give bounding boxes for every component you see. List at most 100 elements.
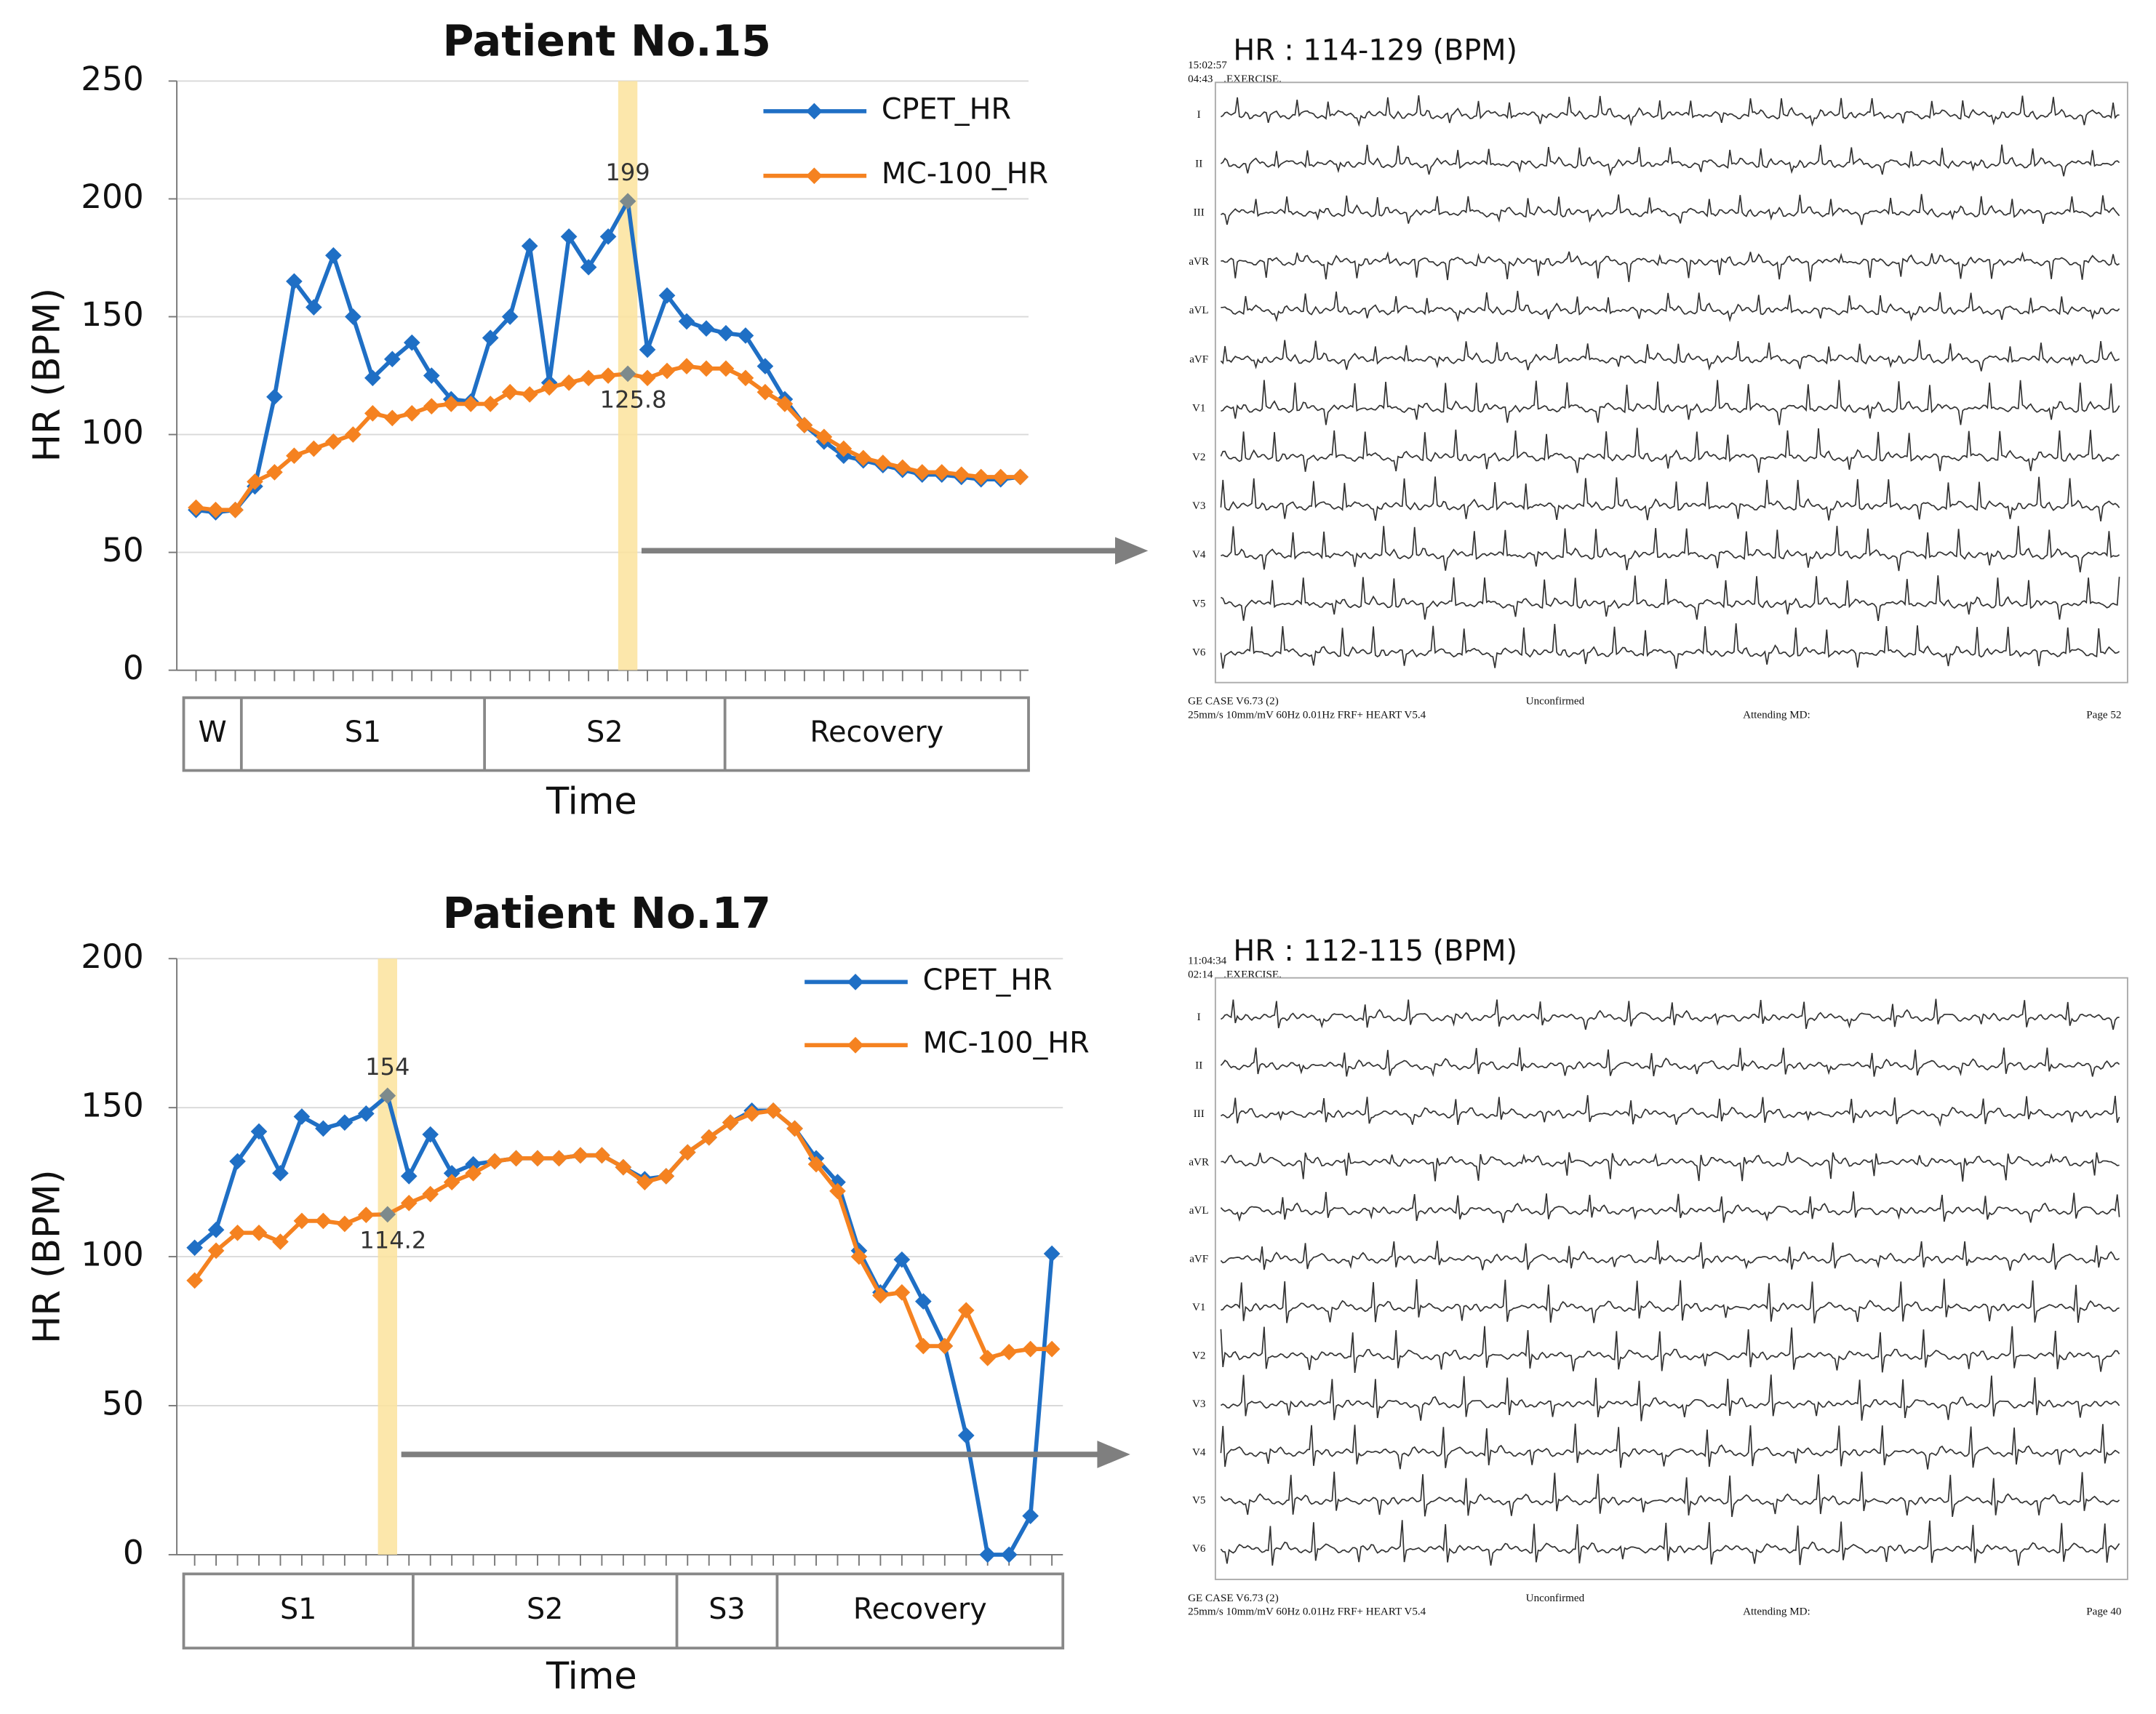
ecg-trace (1220, 476, 2120, 522)
arrow-head (1097, 1441, 1130, 1468)
ecg-lead: aVL (1189, 1205, 1209, 1217)
data-point (551, 1150, 567, 1167)
ecg-settings: 25mm/s 10mm/mV 60Hz 0.01Hz FRF+ HEART V5… (1188, 709, 1426, 721)
data-point (835, 440, 853, 457)
data-point (286, 273, 303, 290)
data-point (717, 324, 735, 342)
stage-label: Recovery (853, 1593, 987, 1626)
ecg-elapsed: 04:43 (1188, 73, 1213, 85)
ecg-trace (1221, 380, 2120, 425)
data-point (443, 1165, 460, 1182)
data-point (1000, 1546, 1018, 1563)
data-point (639, 369, 656, 387)
ecg-device: GE CASE V6.73 (2) (1188, 696, 1279, 708)
data-point (786, 1120, 803, 1137)
data-point (572, 1147, 589, 1164)
data-point (850, 1248, 868, 1265)
data-point (639, 341, 656, 359)
ecg-trace (1220, 1423, 2120, 1470)
data-point (957, 1302, 975, 1319)
ecg-lead: V1 (1192, 1302, 1205, 1313)
data-point (872, 1287, 889, 1304)
data-point (357, 1105, 375, 1122)
ecg-lead: V6 (1192, 1543, 1206, 1555)
y-tick-label: 250 (81, 60, 144, 98)
y-axis-label: HR (BPM) (25, 288, 68, 462)
ecg-lead: V4 (1192, 549, 1206, 561)
data-point (722, 1114, 739, 1131)
data-point (400, 1168, 418, 1185)
data-label: 199 (605, 159, 650, 186)
data-point (315, 1212, 332, 1230)
ecg-lead: aVR (1189, 1156, 1210, 1168)
ecg-trace (1220, 144, 2120, 177)
x-axis-label: Time (546, 1655, 637, 1698)
stage-label: Recovery (810, 716, 943, 749)
ecg-lead: II (1195, 158, 1202, 169)
ecg-trace (1220, 1047, 2120, 1078)
data-point (700, 1129, 718, 1146)
data-point (486, 1153, 503, 1170)
data-point (580, 259, 597, 276)
legend-label: CPET_HR (923, 964, 1053, 997)
data-point (383, 351, 401, 368)
ecg-lead: V5 (1192, 598, 1205, 609)
ecg-page: Page 40 (2086, 1606, 2121, 1618)
data-point (953, 466, 970, 483)
ecg-lead: aVR (1189, 256, 1210, 268)
stage-label: S2 (586, 716, 623, 749)
data-point (306, 299, 322, 316)
data-label: 114.2 (359, 1227, 426, 1254)
data-point (737, 327, 754, 344)
data-point (698, 360, 715, 377)
data-point (188, 499, 204, 516)
data-point (462, 396, 479, 412)
ecg-lead: III (1194, 1108, 1205, 1120)
data-point (423, 367, 440, 384)
data-point (698, 320, 715, 337)
data-point (422, 1126, 439, 1143)
data-point (403, 405, 420, 422)
data-point (743, 1105, 760, 1122)
y-axis-label: HR (BPM) (25, 1169, 68, 1343)
ecg-device: GE CASE V6.73 (2) (1188, 1593, 1279, 1604)
data-point (915, 1293, 932, 1310)
data-point (658, 362, 676, 380)
stage-label: S1 (280, 1593, 316, 1626)
data-point (560, 374, 578, 391)
data-point (756, 358, 774, 375)
stage-table (182, 696, 1030, 772)
ecg-lead: V3 (1192, 1398, 1205, 1410)
data-point (973, 468, 990, 486)
ecg-lead: V6 (1192, 647, 1206, 659)
data-point (658, 1168, 675, 1185)
data-point (678, 358, 695, 375)
ecg-trace (1220, 1191, 2120, 1223)
data-point (580, 369, 597, 387)
data-point (400, 1194, 418, 1212)
ecg-trace (1221, 251, 2120, 282)
highlight-band (378, 958, 397, 1555)
data-point (423, 398, 440, 415)
ecg-page: Page 52 (2086, 709, 2121, 721)
ecg-trace (1220, 1240, 2120, 1271)
data-point (521, 237, 538, 255)
ecg-trace (1220, 428, 2120, 473)
arrow-head (1114, 537, 1149, 565)
ecg-lead: V2 (1192, 452, 1205, 463)
data-point (207, 501, 224, 518)
data-point (383, 409, 401, 427)
data-point (1043, 1340, 1061, 1358)
data-point (186, 1239, 203, 1257)
ecg-trace (1220, 95, 2120, 127)
data-point (443, 1174, 460, 1190)
legend-marker (806, 103, 823, 120)
data-label: 154 (365, 1053, 410, 1081)
ecg-hr: HR : 112-115 (BPM) (1233, 934, 1517, 968)
data-point (272, 1165, 289, 1182)
ecg-trace (1221, 290, 2120, 323)
ecg-trace (1221, 575, 2120, 621)
ecg-trace (1221, 1278, 2120, 1323)
